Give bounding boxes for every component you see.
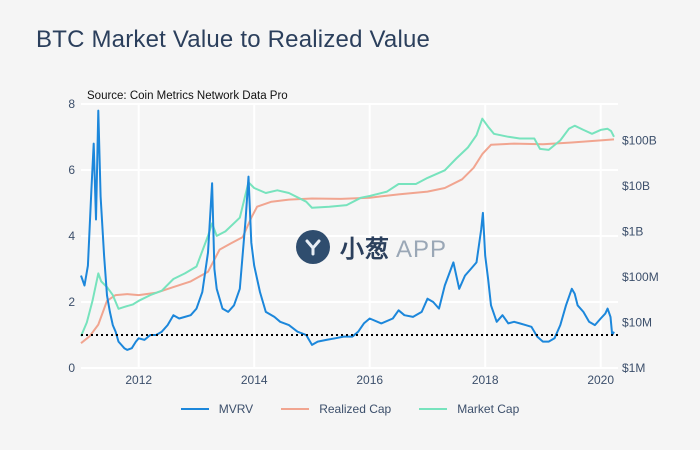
- watermark-logo-icon: [296, 229, 330, 264]
- watermark-text: 小葱 APP: [340, 236, 448, 263]
- y-right-tick-10M: $10M: [622, 315, 652, 329]
- x-tick-2014: 2014: [241, 373, 268, 387]
- x-tick-2016: 2016: [356, 373, 383, 387]
- y-right-tick-1B: $1B: [622, 224, 643, 238]
- watermark: 小葱 APP: [296, 229, 447, 264]
- x-tick-2018: 2018: [472, 373, 499, 387]
- legend-item-mvrv[interactable]: MVRV: [180, 402, 254, 416]
- y-left-tick-0: 0: [68, 361, 75, 375]
- x-tick-2012: 2012: [125, 373, 152, 387]
- legend-label-realized-cap: Realized Cap: [319, 402, 392, 416]
- source-annotation: Source: Coin Metrics Network Data Pro: [87, 90, 288, 102]
- legend-swatch-realized-cap: [281, 408, 310, 410]
- legend-label-market-cap: Market Cap: [457, 402, 520, 416]
- legend-item-realized-cap[interactable]: Realized Cap: [281, 402, 391, 416]
- legend-swatch-market-cap: [419, 408, 448, 410]
- y-left-tick-8: 8: [68, 97, 75, 111]
- y-right-tick-100M: $100M: [622, 270, 659, 284]
- legend-swatch-mvrv: [180, 408, 209, 410]
- gridlines: [81, 103, 618, 369]
- legend: MVRV Realized Cap Market Cap: [0, 402, 700, 416]
- y-left-tick-6: 6: [68, 163, 75, 177]
- legend-item-market-cap[interactable]: Market Cap: [419, 402, 519, 416]
- y-right-tick-100B: $100B: [622, 133, 657, 147]
- legend-label-mvrv: MVRV: [218, 402, 254, 416]
- y-left-tick-2: 2: [68, 295, 75, 309]
- y-right-tick-1M: $1M: [622, 361, 645, 375]
- x-tick-2020: 2020: [587, 373, 614, 387]
- axis-ticks: 2012 2014 2016 2018 2020 0 2 4 6 8 $1M $10M $100M $1B…: [68, 97, 658, 387]
- series-line-market-cap: [80, 117, 615, 337]
- y-left-tick-4: 4: [68, 229, 75, 243]
- series-line-realized-cap: [80, 138, 615, 344]
- y-right-tick-10B: $10B: [622, 179, 650, 193]
- chart-title: BTC Market Value to Realized Value: [36, 26, 431, 53]
